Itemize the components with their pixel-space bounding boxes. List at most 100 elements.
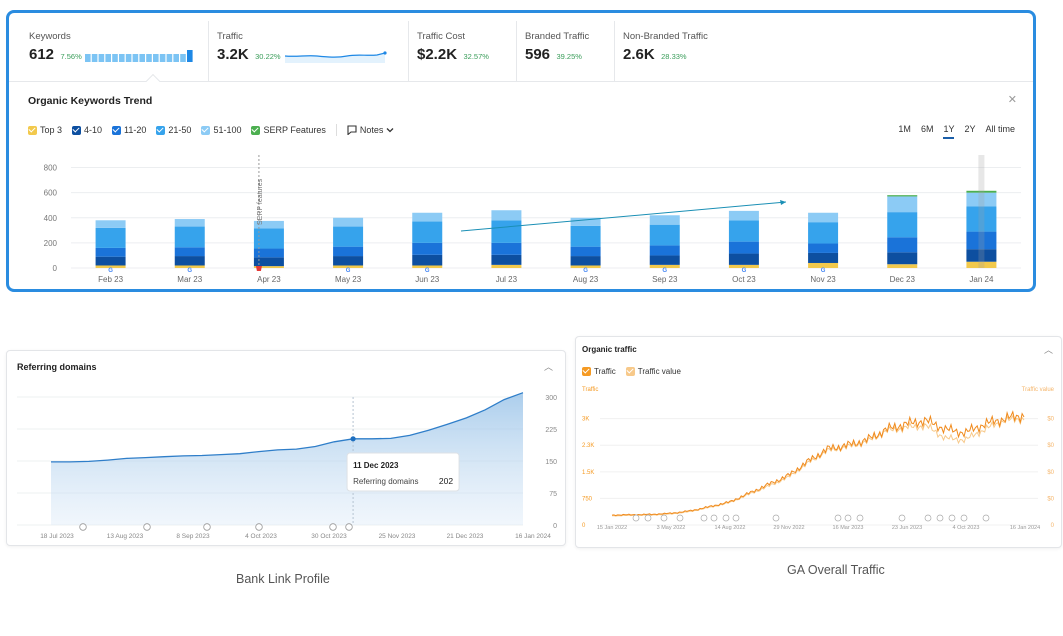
bar-segment-51-100 <box>412 212 443 222</box>
referring-domains-chart: 0 75 150 225 300 11 Dec 2023 Referring domains… <box>17 392 557 540</box>
bar-segment-51-100 <box>649 215 680 225</box>
google-update-icon: G <box>425 268 430 274</box>
spark-bar <box>159 54 166 62</box>
bar-segment-11-20 <box>491 242 522 255</box>
legend-4-10[interactable]: 4-10 <box>72 125 102 135</box>
tab-1y[interactable]: 1Y <box>943 124 955 139</box>
bar-segment-4-10 <box>570 256 601 266</box>
traffic-sparkline <box>284 51 387 63</box>
tooltip-box <box>346 452 460 492</box>
tab-2y[interactable]: 2Y <box>964 124 976 134</box>
y-tick-label: 0 <box>582 523 586 529</box>
bar-segment-serp-features <box>887 195 918 197</box>
x-tick-label: Oct 23 <box>732 275 756 284</box>
legend-51-100[interactable]: 51-100 <box>201 125 241 135</box>
y-tick-label: 2.3K <box>582 443 594 449</box>
event-marker-icon <box>834 514 842 522</box>
bar-segment-51-100 <box>728 210 759 221</box>
legend-21-50[interactable]: 21-50 <box>156 125 191 135</box>
kpi-keywords[interactable]: Keywords 612 7.56% <box>21 21 209 81</box>
event-marker-icon <box>329 523 337 531</box>
bar-segment-51-100 <box>491 210 522 221</box>
divider <box>9 81 1033 82</box>
notes-dropdown[interactable]: Notes <box>347 125 395 135</box>
bar-segment-4-10 <box>333 256 364 266</box>
kpi-traffic[interactable]: Traffic 3.2K 30.22% <box>209 21 409 81</box>
x-tick-label: 23 Jun 2023 <box>892 525 922 531</box>
bar-segment-21-50 <box>808 222 839 244</box>
x-tick-label: Sep 23 <box>652 275 678 284</box>
x-tick-label: 4 Oct 2023 <box>245 533 277 540</box>
legend-serp-features[interactable]: SERP Features <box>251 125 326 135</box>
bar-segment-4-10 <box>253 257 284 267</box>
bar-segment-4-10 <box>649 255 680 265</box>
panel-title: Organic traffic <box>582 345 637 354</box>
spark-bar <box>85 54 91 62</box>
bar-segment-top-3 <box>887 264 918 268</box>
event-marker-icon <box>632 514 640 522</box>
legend-label: Top 3 <box>40 125 63 135</box>
x-tick-label: Dec 23 <box>890 275 916 284</box>
bar-segment-51-100 <box>333 217 364 227</box>
bar-segment-11-20 <box>649 245 680 256</box>
y-tick-label: 150 <box>545 459 557 466</box>
kpi-non-branded-traffic[interactable]: Non-Branded Traffic 2.6K 28.33% <box>615 21 775 81</box>
kpi-traffic-cost[interactable]: Traffic Cost $2.2K 32.57% <box>409 21 517 81</box>
legend-separator <box>335 124 337 136</box>
checkbox[interactable] <box>72 125 82 135</box>
kpi-label: Keywords <box>29 31 71 42</box>
hover-point <box>350 436 356 442</box>
checkbox[interactable] <box>112 125 122 135</box>
right-axis-label: Traffic value <box>1022 387 1055 393</box>
x-tick-label: Jun 23 <box>415 275 440 284</box>
event-marker-icon <box>732 514 740 522</box>
y2-tick-label: $0 <box>1047 496 1054 502</box>
y-tick-label: 225 <box>545 427 557 434</box>
bar-segment-11-20 <box>728 241 759 254</box>
checkbox[interactable] <box>582 367 591 376</box>
event-marker-icon <box>960 514 968 522</box>
tooltip: 11 Dec 2023 Referring domains 202 <box>346 452 460 492</box>
close-icon[interactable]: ✕ <box>1007 94 1017 106</box>
tab-1m[interactable]: 1M <box>898 124 911 134</box>
legend-traffic-value[interactable]: Traffic value <box>625 367 681 376</box>
legend-label: 51-100 <box>213 125 242 135</box>
checkbox[interactable] <box>201 125 211 135</box>
legend-11-20[interactable]: 11-20 <box>112 125 146 135</box>
checkbox[interactable] <box>625 367 635 376</box>
bar-segment-21-50 <box>887 212 918 238</box>
checkbox[interactable] <box>28 125 37 135</box>
bar-segment-51-100 <box>570 217 601 226</box>
y-tick-label: 1.5K <box>582 470 594 476</box>
legend-traffic[interactable]: Traffic <box>582 367 616 376</box>
trend-title: Organic Keywords Trend <box>28 95 153 107</box>
checkbox[interactable] <box>156 125 166 135</box>
bar-segment-21-50 <box>333 226 364 247</box>
kpi-value: 596 <box>525 46 551 63</box>
legend-label: 21-50 <box>168 125 192 135</box>
y2-tick-label: $0 <box>1047 417 1054 423</box>
spark-bar <box>91 54 98 62</box>
spark-bar <box>139 54 145 62</box>
kpi-label: Branded Traffic <box>525 31 590 42</box>
spark-bar <box>153 54 159 62</box>
tooltip-value: 202 <box>439 476 453 486</box>
x-tick-label: Aug 23 <box>573 275 599 284</box>
tab-6m[interactable]: 6M <box>920 124 934 134</box>
y-tick-label: 750 <box>582 496 593 502</box>
spark-bar <box>119 54 125 62</box>
chevron-up-icon[interactable]: ︿ <box>543 362 553 372</box>
arrow-head <box>780 200 786 205</box>
chevron-up-icon[interactable]: ︿ <box>1043 345 1053 355</box>
spark-bar <box>173 54 179 62</box>
tab-all-time[interactable]: All time <box>985 124 1015 134</box>
event-marker-icon <box>844 514 852 522</box>
kpi-branded-traffic[interactable]: Branded Traffic 596 39.25% <box>517 21 615 81</box>
x-tick-label: Nov 23 <box>810 275 836 284</box>
spark-bar <box>112 54 118 62</box>
legend-top3[interactable]: Top 3 <box>28 125 62 135</box>
bar-segment-top-3 <box>333 265 364 268</box>
checkbox[interactable] <box>251 125 261 135</box>
bar-segment-21-50 <box>966 206 997 232</box>
y-tick-label: 400 <box>44 214 58 223</box>
